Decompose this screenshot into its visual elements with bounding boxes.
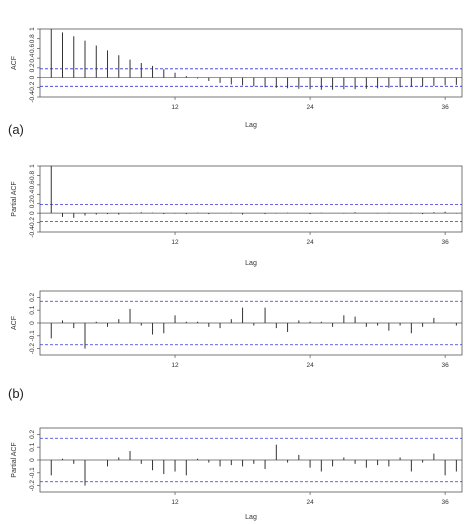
y-tick-label: 0 [29,458,36,462]
plot-frame [39,165,463,233]
y-axis-label: Partial ACF [11,181,18,216]
y-tick-label: 1 [29,164,36,168]
x-tick-label: 24 [306,239,314,246]
y-tick-label: -0.2 [29,480,36,492]
x-tick-label: 36 [442,362,450,369]
panel-label-b: (b) [8,386,24,401]
y-tick-label: 0.4 [29,53,36,62]
x-axis-label: Lag [245,514,257,521]
x-axis-label: Lag [245,260,257,267]
y-tick-label: 0.2 [29,199,36,208]
y-tick-label: 0 [29,321,36,325]
acf-panel-2: 12 24 36 -0.4-0.2 0 0.20.40.60.8 1 Lag Partial A… [11,164,463,267]
x-tick-label: 24 [306,104,314,111]
y-tick-label: -0.2 [29,81,36,93]
x-axis-label: Lag [245,122,257,129]
x-tick-label: 12 [171,104,179,111]
y-tick-label: 1 [29,27,36,31]
y-tick-label: 0.1 [29,305,36,314]
x-tick-label: 12 [171,362,179,369]
acf-panel-3: 12 24 36 -0.2-0.1 0 0.1 0.2 ACF [11,290,463,369]
y-tick-label: 0.6 [29,180,36,189]
y-axis-label: Partial ACF [11,442,18,477]
y-axis-label: ACF [11,56,18,70]
x-tick-label: 12 [171,499,179,506]
y-tick-label: 0.2 [29,430,36,439]
y-tick-label: 0.2 [29,63,36,72]
y-tick-label: -0.2 [29,343,36,355]
y-tick-label: 0 [29,75,36,79]
plot-frame [39,28,463,98]
x-tick-label: 36 [442,239,450,246]
y-tick-label: -0.2 [29,217,36,229]
y-tick-label: 0.8 [29,34,36,43]
acf-panel-4: 12 24 36 -0.2-0.1 0 0.1 0.2 Lag Partial ACF [11,427,463,521]
x-tick-label: 12 [171,239,179,246]
y-tick-label: -0.4 [29,226,36,238]
y-tick-label: 0 [29,211,36,215]
panel-label-a: (a) [8,122,24,137]
y-tick-label: -0.1 [29,467,36,479]
x-tick-label: 36 [442,104,450,111]
x-tick-label: 36 [442,499,450,506]
y-tick-label: -0.4 [29,91,36,103]
acf-panel-1: 12 24 36 -0.4-0.2 0 0.20.40.60.8 1 Lag ACF [11,27,463,129]
y-tick-label: 0.2 [29,293,36,302]
y-tick-label: 0.4 [29,189,36,198]
x-tick-label: 24 [306,499,314,506]
y-tick-label: 0.8 [29,171,36,180]
y-tick-label: -0.1 [29,330,36,342]
y-tick-label: 0.6 [29,44,36,53]
y-axis-label: ACF [11,316,18,330]
x-tick-label: 24 [306,362,314,369]
y-tick-label: 0.1 [29,442,36,451]
